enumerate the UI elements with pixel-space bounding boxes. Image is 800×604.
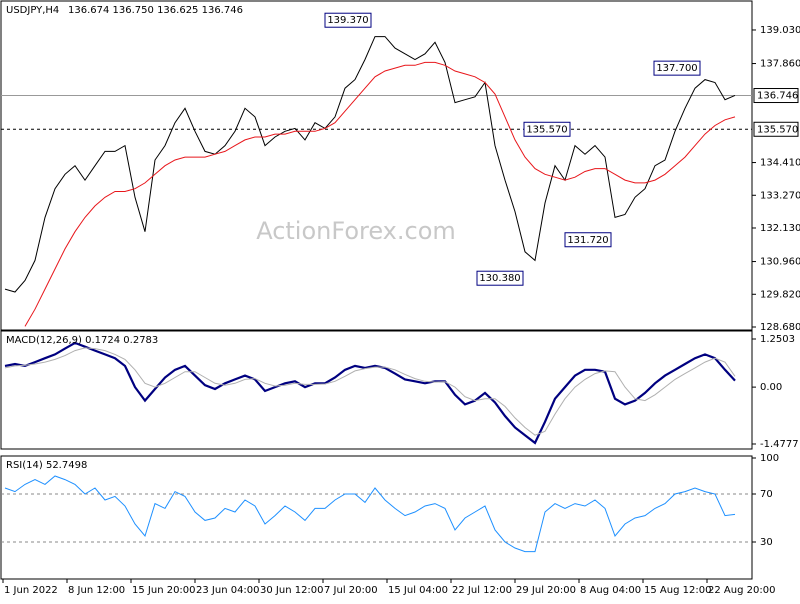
x-tick-label: 7 Jul 20:00 — [324, 585, 378, 596]
pane-frame — [0, 330, 753, 450]
y-tick-label: 130.960 — [760, 257, 800, 268]
pane-frame — [0, 0, 753, 331]
price-tag-box — [753, 88, 799, 104]
pane-title: USDJPY,H4 — [6, 5, 59, 16]
x-tick-label: 15 Jun 20:00 — [132, 585, 196, 596]
y-tick-label: 139.030 — [760, 25, 800, 36]
price-tag: 135.570 — [757, 124, 798, 135]
x-tick-label: 15 Jul 04:00 — [388, 585, 448, 596]
x-tick-label: 8 Aug 04:00 — [580, 585, 641, 596]
price-tag-box — [753, 121, 799, 137]
series-line — [24, 61, 736, 327]
x-tick-label: 30 Jun 12:00 — [260, 585, 324, 596]
series-line — [4, 347, 736, 436]
pane-title: RSI(14) 52.7498 — [6, 460, 87, 471]
x-tick-label: 29 Jul 20:00 — [516, 585, 576, 596]
series-line — [4, 36, 736, 293]
y-tick-label: 30 — [760, 537, 773, 548]
annotation-box — [476, 270, 524, 286]
series-line — [4, 341, 736, 445]
annotation-label: 131.720 — [567, 235, 608, 246]
annotation-box — [564, 232, 612, 248]
pane-frame — [0, 455, 753, 580]
y-tick-label: 1.2503 — [760, 334, 795, 345]
annotation-label: 135.570 — [526, 124, 567, 135]
y-tick-label: 132.130 — [760, 223, 800, 234]
y-tick-label: 134.410 — [760, 158, 800, 169]
y-tick-label: 133.270 — [760, 190, 800, 201]
x-tick-label: 1 Jun 2022 — [4, 585, 58, 596]
x-tick-label: 22 Jul 12:00 — [452, 585, 512, 596]
y-tick-label: 128.680 — [760, 322, 800, 333]
y-tick-label: 0.00 — [760, 382, 782, 393]
annotation-box — [653, 60, 701, 76]
x-tick-label: 22 Aug 20:00 — [708, 585, 775, 596]
annotation-box — [523, 121, 571, 137]
x-tick-label: 23 Jun 04:00 — [196, 585, 260, 596]
series-line — [4, 475, 736, 553]
price-tag: 136.746 — [757, 91, 798, 102]
y-tick-label: 100 — [760, 453, 779, 464]
pane-subtitle: 136.674 136.750 136.625 136.746 — [68, 5, 243, 16]
annotation-label: 139.370 — [327, 15, 368, 26]
watermark: ActionForex.com — [256, 217, 456, 245]
y-tick-label: 70 — [760, 489, 773, 500]
y-tick-label: -1.4777 — [760, 439, 799, 450]
x-tick-label: 15 Aug 12:00 — [644, 585, 711, 596]
y-tick-label: 129.820 — [760, 289, 800, 300]
annotation-label: 130.380 — [479, 273, 520, 284]
annotation-label: 137.700 — [656, 63, 697, 74]
annotation-box — [324, 12, 372, 28]
x-tick-label: 8 Jun 12:00 — [68, 585, 125, 596]
pane-title: MACD(12,26,9) 0.1724 0.2783 — [6, 335, 158, 346]
y-tick-label: 137.860 — [760, 59, 800, 70]
